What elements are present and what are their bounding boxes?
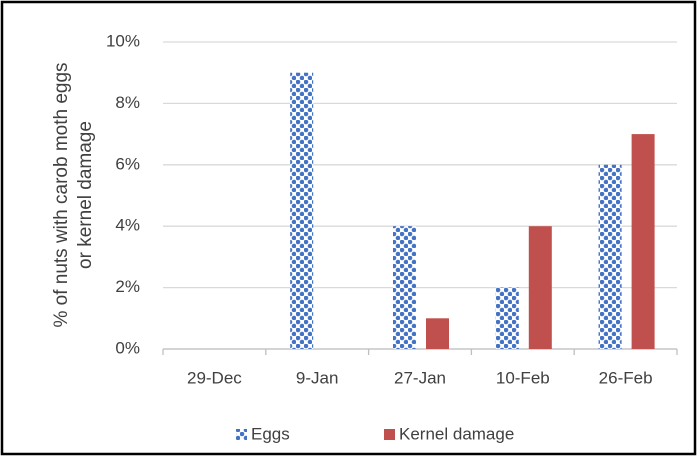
bar <box>426 318 449 349</box>
legend-label: Eggs <box>251 424 290 443</box>
x-tick-label: 26-Feb <box>599 368 653 387</box>
y-tick-label: 0% <box>115 338 140 357</box>
y-tick-label: 8% <box>115 93 140 112</box>
y-axis-title: or kernel damage <box>75 121 96 269</box>
legend-swatch <box>236 429 247 440</box>
bar <box>393 226 416 349</box>
legend-label: Kernel damage <box>399 424 514 443</box>
y-tick-label: 4% <box>115 216 140 235</box>
bar <box>528 226 552 349</box>
y-tick-label: 6% <box>115 154 140 173</box>
x-tick-label: 9-Jan <box>296 368 339 387</box>
x-tick-label: 10-Feb <box>496 368 550 387</box>
bar <box>598 164 622 349</box>
bar <box>290 72 314 349</box>
bar <box>631 134 655 349</box>
y-tick-label: 2% <box>115 277 140 296</box>
y-tick-label: 10% <box>106 31 140 50</box>
bar <box>495 287 519 349</box>
y-axis-title: % of nuts with carob moth eggs <box>51 62 72 327</box>
x-tick-label: 27-Jan <box>394 368 446 387</box>
x-tick-label: 29-Dec <box>187 368 242 387</box>
legend-swatch <box>384 429 395 440</box>
